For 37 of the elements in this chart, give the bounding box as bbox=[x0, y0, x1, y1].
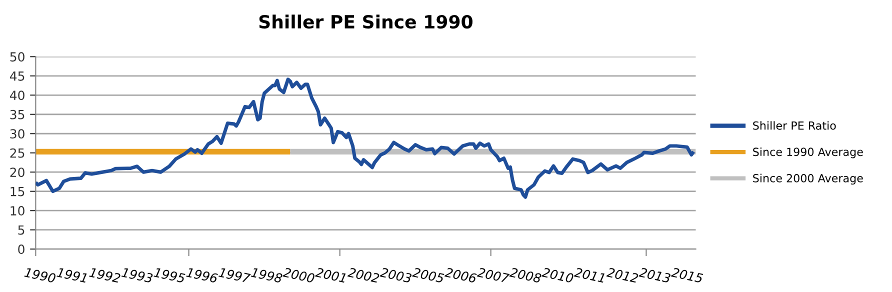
x-tick-label: 1991 bbox=[56, 267, 88, 283]
x-tick-label: 2010 bbox=[541, 267, 574, 284]
y-tick-label: 25 bbox=[10, 148, 24, 158]
x-tick-label: 1997 bbox=[218, 267, 251, 284]
x-tick-label: 1995 bbox=[154, 267, 186, 284]
y-tick-label: 35 bbox=[10, 110, 24, 120]
chart-title: Shiller PE Since 1990 bbox=[259, 14, 472, 29]
y-tick-label: 0 bbox=[18, 244, 24, 254]
y-tick-label: 5 bbox=[18, 225, 24, 235]
x-tick-label: 2007 bbox=[476, 267, 510, 284]
x-tick-label: 2006 bbox=[444, 267, 477, 284]
y-tick-label: 45 bbox=[10, 72, 24, 81]
x-tick-label: 2015 bbox=[670, 267, 704, 284]
line-series bbox=[36, 78, 696, 199]
x-tick-label: 1996 bbox=[186, 267, 218, 284]
x-tick-label: 1990 bbox=[24, 267, 56, 284]
x-tick-label: 2000 bbox=[282, 267, 315, 284]
legend-label: Since 1990 Average bbox=[753, 147, 863, 158]
x-tick-label: 2005 bbox=[412, 267, 444, 284]
x-tick-label: 2008 bbox=[509, 267, 542, 284]
x-tick-label: 2002 bbox=[347, 267, 380, 284]
legend-label: Since 2000 Average bbox=[753, 174, 863, 185]
x-tick-label: 2001 bbox=[314, 267, 346, 283]
y-tick-label: 20 bbox=[10, 168, 24, 178]
x-tick-label: 1992 bbox=[89, 267, 121, 284]
x-tick-label: 2003 bbox=[380, 267, 412, 284]
y-tick-label: 15 bbox=[10, 186, 24, 196]
y-tick-label: 30 bbox=[10, 129, 24, 139]
y-tick-label: 10 bbox=[10, 206, 24, 216]
legend-label: Shiller PE Ratio bbox=[753, 121, 836, 130]
y-tick-label: 50 bbox=[10, 52, 24, 62]
x-tick-label: 1993 bbox=[121, 267, 154, 284]
x-tick-label: 2013 bbox=[638, 267, 671, 284]
x-tick-label: 2011 bbox=[574, 267, 605, 283]
x-tick-label: 1998 bbox=[250, 267, 283, 284]
x-tick-label: 2012 bbox=[606, 267, 639, 284]
y-tick-label: 40 bbox=[10, 90, 24, 100]
